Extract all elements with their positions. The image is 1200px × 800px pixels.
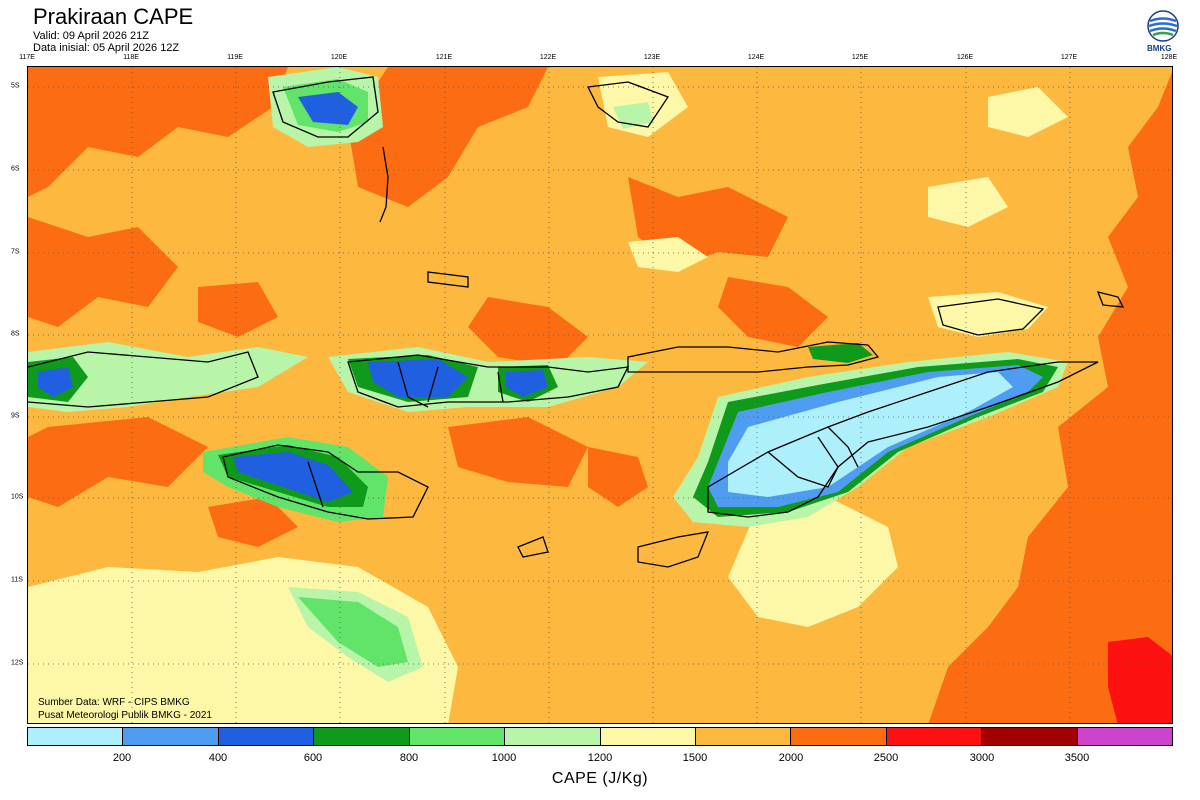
lat-tick: 10S (11, 493, 24, 501)
colorbar-title: CAPE (J/Kg) (551, 770, 649, 787)
lat-tick: 11S (11, 576, 23, 584)
colorbar-label: 1000 (491, 752, 517, 764)
colorbar-label: 400 (208, 752, 228, 764)
colorbar-label: 3500 (1064, 752, 1090, 764)
valid-time: Valid: 09 April 2026 21Z (33, 30, 149, 42)
source-label: Sumber Data: WRF - CIPS BMKG (38, 697, 190, 708)
lat-tick: 6S (11, 165, 20, 173)
colorbar-label: 2000 (778, 752, 804, 764)
lon-tick: 125E (851, 54, 869, 61)
colorbar-swatch (218, 728, 315, 745)
colorbar-swatch (409, 728, 506, 745)
lat-tick: 7S (11, 248, 20, 256)
colorbar-swatch (982, 728, 1078, 745)
colorbar-swatch (505, 728, 601, 745)
lon-tick: 117E (19, 54, 35, 61)
colorbar-label: 2500 (873, 752, 899, 764)
cape-map[interactable] (27, 66, 1173, 724)
lon-tick: 128E (1160, 54, 1178, 61)
lon-tick: 126E (956, 54, 974, 61)
colorbar-swatch (600, 728, 696, 745)
logo-label: BMKG (1147, 44, 1172, 53)
colorbar (27, 727, 1173, 746)
init-time: Data inisial: 05 April 2026 12Z (33, 42, 180, 54)
colorbar-swatch (886, 728, 983, 745)
lon-tick: 119E (227, 54, 243, 61)
colorbar-label: 800 (399, 752, 419, 764)
lon-tick: 122E (539, 54, 557, 61)
colorbar-label: 1500 (682, 752, 708, 764)
colorbar-label: 200 (112, 752, 132, 764)
lon-tick: 120E (330, 54, 348, 61)
cape-field (28, 67, 1172, 723)
colorbar-swatch (123, 728, 219, 745)
colorbar-swatch (1077, 728, 1173, 745)
colorbar-swatch (791, 728, 887, 745)
center-label: Pusat Meteorologi Publik BMKG - 2021 (38, 710, 212, 721)
colorbar-label: 600 (303, 752, 323, 764)
lat-tick: 12S (11, 659, 24, 667)
colorbar-swatch (695, 728, 792, 745)
lon-tick: 124E (747, 54, 765, 61)
lat-tick: 9S (11, 412, 20, 420)
lat-tick: 8S (11, 330, 20, 338)
colorbar-label: 1200 (587, 752, 613, 764)
map-title: Prakiraan CAPE (33, 4, 194, 29)
graticule (28, 67, 1172, 723)
colorbar-label: 3000 (969, 752, 995, 764)
lon-tick: 121E (435, 54, 453, 61)
lon-tick: 123E (643, 54, 661, 61)
lon-tick: 127E (1060, 54, 1078, 61)
coastlines (28, 76, 1125, 568)
bmkg-logo-icon (1147, 10, 1179, 42)
colorbar-swatch (28, 728, 124, 745)
lon-tick: 118E (123, 54, 139, 61)
lat-tick: 5S (11, 82, 20, 90)
cape-high-regions (28, 67, 1172, 723)
colorbar-swatch (314, 728, 410, 745)
cape-land-lowcape (28, 67, 1068, 682)
